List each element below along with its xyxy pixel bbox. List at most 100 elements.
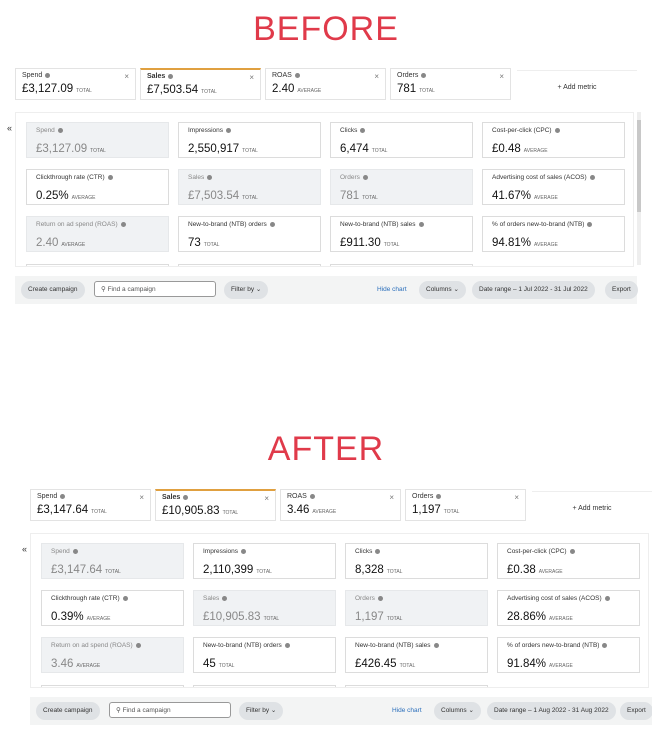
metric-card[interactable]: Clicks 6,474 TOTAL — [330, 122, 473, 158]
metric-card-label: Return on ad spend (ROAS) — [36, 221, 118, 228]
date-range-button[interactable]: Date range – 1 Jul 2022 - 31 Jul 2022 — [472, 281, 595, 299]
metric-card[interactable]: New-to-brand (NTB) orders 73 TOTAL — [178, 216, 321, 252]
metric-card[interactable]: Clickthrough rate (CTR) 0.39% AVERAGE — [41, 590, 184, 626]
campaign-toolbar: Create campaign ⚲ Find a campaign Filter b… — [30, 697, 652, 725]
metric-card[interactable]: Orders 781 TOTAL — [330, 169, 473, 205]
metric-card-label: Clickthrough rate (CTR) — [51, 595, 120, 602]
columns-dropdown[interactable]: Columns ⌄ — [434, 702, 481, 720]
info-icon — [309, 493, 315, 499]
metric-card[interactable]: Cost-per-click (CPC) £0.38 AVERAGE — [497, 543, 640, 579]
metric-card-value: 0.39% — [51, 611, 84, 623]
metric-card[interactable]: Spend £3,127.09 TOTAL — [26, 122, 169, 158]
metric-card[interactable]: Impressions 2,110,399 TOTAL — [193, 543, 336, 579]
columns-label: Columns — [426, 286, 452, 293]
metric-card-label: Sales — [188, 174, 205, 181]
info-icon — [362, 174, 368, 180]
metric-card[interactable]: % of orders new-to-brand (NTB) 91.84% AVER… — [497, 637, 640, 673]
metric-card[interactable]: Return on ad spend (ROAS) 2.40 AVERAGE — [26, 216, 169, 252]
metric-tab-sales[interactable]: Sales × £7,503.54 TOTAL — [140, 68, 261, 100]
filter-by-dropdown[interactable]: Filter by ⌄ — [224, 281, 269, 299]
metric-card[interactable]: New-to-brand (NTB) sales £911.30 TOTAL — [330, 216, 473, 252]
close-icon[interactable]: × — [389, 493, 394, 502]
hide-chart-link[interactable]: Hide chart — [377, 286, 407, 293]
metric-tab-orders[interactable]: Orders × 1,197 TOTAL — [405, 489, 526, 521]
campaign-search-input[interactable]: ⚲ Find a campaign — [109, 702, 231, 718]
collapse-icon[interactable]: « — [7, 123, 13, 133]
filter-by-dropdown[interactable]: Filter by ⌄ — [239, 702, 284, 720]
add-metric-button[interactable]: + Add metric — [517, 70, 637, 105]
metric-value: 781 — [397, 83, 417, 95]
metric-card[interactable]: New-to-brand (NTB) sales £426.45 TOTAL — [345, 637, 488, 673]
metric-card-value-row: £3,127.09 TOTAL — [36, 139, 159, 157]
close-icon[interactable]: × — [264, 494, 269, 503]
metric-card[interactable]: New-to-brand (NTB) orders 45 TOTAL — [193, 637, 336, 673]
metric-card-header: Advertising cost of sales (ACOS) — [507, 595, 630, 602]
create-campaign-button[interactable]: Create campaign — [21, 281, 85, 299]
metric-card[interactable]: Clicks 8,328 TOTAL — [345, 543, 488, 579]
metric-card-value-row: £911.30 TOTAL — [340, 233, 463, 251]
info-icon — [284, 642, 290, 648]
metric-card[interactable]: Spend £3,147.64 TOTAL — [41, 543, 184, 579]
collapse-icon[interactable]: « — [22, 544, 28, 554]
add-metric-button[interactable]: + Add metric — [532, 491, 652, 526]
close-icon[interactable]: × — [499, 72, 504, 81]
hide-chart-link[interactable]: Hide chart — [392, 707, 422, 714]
metric-card[interactable]: Sales £10,905.83 TOTAL — [193, 590, 336, 626]
metric-tab-header: Orders — [397, 72, 504, 79]
create-campaign-button[interactable]: Create campaign — [36, 702, 100, 720]
metric-card[interactable]: % of orders new-to-brand (NTB) 94.81% AVER… — [482, 216, 625, 252]
filter-label: Filter by — [246, 707, 270, 714]
metric-card[interactable]: Clickthrough rate (CTR) 0.25% AVERAGE — [26, 169, 169, 205]
metric-card-value-row: 0.39% AVERAGE — [51, 607, 174, 625]
close-icon[interactable]: × — [124, 72, 129, 81]
metric-card-header: Cost-per-click (CPC) — [507, 548, 630, 555]
metric-card-value: £426.45 — [355, 658, 397, 670]
metric-card[interactable]: Advertising cost of sales (ACOS) 28.86% AV… — [497, 590, 640, 626]
metric-card[interactable]: Impressions 2,550,917 TOTAL — [178, 122, 321, 158]
metric-card[interactable]: Sales £7,503.54 TOTAL — [178, 169, 321, 205]
campaign-toolbar: Create campaign ⚲ Find a campaign Filter b… — [15, 276, 638, 304]
campaign-search-input[interactable]: ⚲ Find a campaign — [94, 281, 216, 297]
metric-card-header: Return on ad spend (ROAS) — [51, 642, 174, 649]
date-range-button[interactable]: Date range – 1 Aug 2022 - 31 Aug 2022 — [487, 702, 616, 720]
metric-card-value: 2,550,917 — [188, 143, 240, 155]
export-button[interactable]: Export — [620, 702, 652, 720]
metric-card-header: Orders — [340, 174, 463, 181]
metric-card-value-row: 41.67% AVERAGE — [492, 186, 615, 204]
columns-dropdown[interactable]: Columns ⌄ — [419, 281, 466, 299]
metric-tab-sales[interactable]: Sales × £10,905.83 TOTAL — [155, 489, 276, 521]
metric-card-value: 3.46 — [51, 658, 74, 670]
metric-tab-spend[interactable]: Spend × £3,147.64 TOTAL — [30, 489, 151, 521]
close-icon[interactable]: × — [514, 493, 519, 502]
after-heading: AFTER — [267, 430, 385, 468]
metric-card-header: Cost-per-click (CPC) — [492, 127, 615, 134]
scrollbar-thumb[interactable] — [637, 120, 641, 212]
metric-card-unit: TOTAL — [256, 569, 272, 575]
scrollbar[interactable] — [637, 112, 641, 265]
metric-tab-roas[interactable]: ROAS × 2.40 AVERAGE — [265, 68, 386, 100]
metric-tab-roas[interactable]: ROAS × 3.46 AVERAGE — [280, 489, 401, 521]
metric-value: £7,503.54 — [147, 84, 199, 96]
metric-tab-orders[interactable]: Orders × 781 TOTAL — [390, 68, 511, 100]
metric-card[interactable]: Cost-per-click (CPC) £0.48 AVERAGE — [482, 122, 625, 158]
metric-card-value: 6,474 — [340, 143, 369, 155]
metric-card-value-row: 2.40 AVERAGE — [36, 233, 159, 251]
close-icon[interactable]: × — [139, 493, 144, 502]
info-icon — [45, 72, 51, 78]
close-icon[interactable]: × — [374, 72, 379, 81]
metric-tabs: Spend × £3,127.09 TOTAL Sales × £7,503.54 TOTAL… — [15, 68, 637, 102]
metric-card-value-row: 28.86% AVERAGE — [507, 607, 630, 625]
metric-card[interactable]: Return on ad spend (ROAS) 3.46 AVERAGE — [41, 637, 184, 673]
metric-card-unit: TOTAL — [399, 663, 416, 669]
metric-tab-spend[interactable]: Spend × £3,127.09 TOTAL — [15, 68, 136, 100]
metric-card[interactable]: Orders 1,197 TOTAL — [345, 590, 488, 626]
metric-card[interactable]: Advertising cost of sales (ACOS) 41.67% AV… — [482, 169, 625, 205]
close-icon[interactable]: × — [249, 73, 254, 82]
info-icon — [60, 493, 66, 499]
metric-label: Spend — [37, 493, 58, 500]
export-button[interactable]: Export — [605, 281, 638, 299]
metric-card-value: £7,503.54 — [188, 190, 240, 202]
info-icon — [57, 127, 63, 133]
metric-card-partial — [330, 264, 473, 266]
info-icon — [207, 174, 213, 180]
